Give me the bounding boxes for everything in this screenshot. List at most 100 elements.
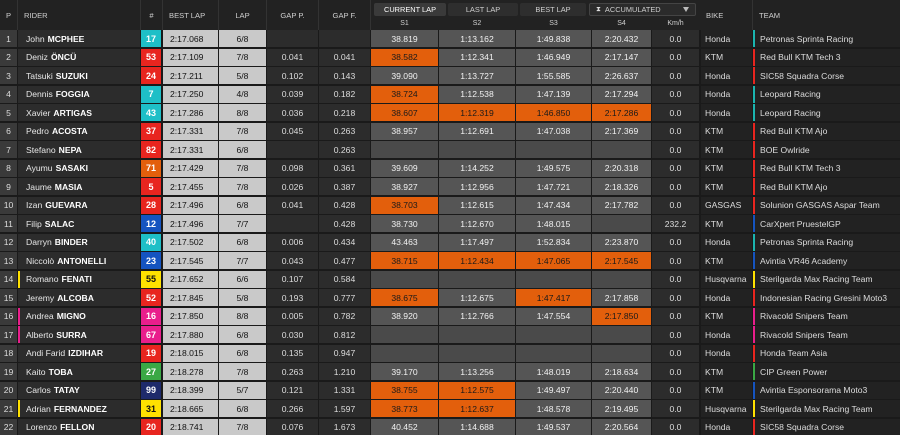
table-row[interactable]: 6 Pedro ACOSTA 37 2:17.331 7/8 0.045 0.26… <box>0 122 900 141</box>
gap-prev-cell: 0.098 <box>267 159 318 177</box>
table-row[interactable]: 15 Jeremy ALCOBA 52 2:17.845 5/8 0.193 0.… <box>0 289 900 307</box>
mode-select[interactable]: ⧗ ACCUMULATED <box>589 3 696 16</box>
tab-best-lap[interactable]: BEST LAP <box>520 3 586 16</box>
rider-name: Alberto SURRA <box>18 326 140 343</box>
position-cell: 11 <box>0 215 17 232</box>
table-row[interactable]: 3 Tatsuki SUZUKI 24 2:17.211 5/8 0.102 0.… <box>0 67 900 85</box>
position-cell: 15 <box>0 289 17 306</box>
team-cell: Petronas Sprinta Racing <box>753 30 900 47</box>
bike-cell: Honda <box>701 326 752 343</box>
table-row[interactable]: 8 Ayumu SASAKI 71 2:17.429 7/8 0.098 0.36… <box>0 159 900 178</box>
speed-cell: 0.0 <box>652 178 699 195</box>
rider-number-badge: 37 <box>141 122 161 140</box>
table-row[interactable]: 19 Kaito TOBA 27 2:18.278 7/8 0.263 1.210… <box>0 363 900 381</box>
speed-cell: 0.0 <box>652 400 699 417</box>
rider-last-name: ARTIGAS <box>53 107 93 118</box>
table-row[interactable]: 12 Darryn BINDER 40 2:17.502 6/8 0.006 0.… <box>0 233 900 252</box>
sector-1-cell <box>371 344 438 362</box>
rider-first-name: Dennis <box>26 89 53 99</box>
table-row[interactable]: 4 Dennis FOGGIA 7 2:17.250 4/8 0.039 0.18… <box>0 85 900 104</box>
rider-name: Filip SALAC <box>18 215 140 232</box>
gap-prev-cell: 0.036 <box>267 104 318 121</box>
header-number[interactable]: # <box>141 0 163 30</box>
gap-first-cell: 1.597 <box>319 400 370 417</box>
table-row[interactable]: 7 Stefano NEPA 82 2:17.331 6/8 0.263 0.0 … <box>0 141 900 159</box>
header-position[interactable]: P <box>0 0 18 30</box>
team-cell: Red Bull KTM Ajo <box>753 122 900 140</box>
header-gap-first[interactable]: GAP F. <box>319 0 371 30</box>
sector-2-cell: 1:12.691 <box>439 122 515 140</box>
sector-4-cell: 2:17.369 <box>592 122 651 140</box>
tab-current-lap[interactable]: CURRENT LAP <box>374 3 446 16</box>
rider-name: Xavier ARTIGAS <box>18 104 140 121</box>
sector-3-cell: 1:55.585 <box>516 67 591 84</box>
header-gap-prev[interactable]: GAP P. <box>267 0 319 30</box>
tab-last-lap[interactable]: LAST LAP <box>448 3 518 16</box>
sector-1-cell: 38.957 <box>371 122 438 140</box>
sector-2-cell: 1:17.497 <box>439 233 515 251</box>
team-cell: Leopard Racing <box>753 85 900 103</box>
table-row[interactable]: 2 Deniz ÖNCÜ 53 2:17.109 7/8 0.041 0.041 … <box>0 48 900 67</box>
table-row[interactable]: 21 Adrian FERNANDEZ 31 2:18.665 6/8 0.266… <box>0 400 900 418</box>
header-bike[interactable]: BIKE <box>700 0 753 30</box>
table-row[interactable]: 18 Andi Farid IZDIHAR 19 2:18.015 6/8 0.1… <box>0 344 900 363</box>
table-row[interactable]: 1 John MCPHEE 17 2:17.068 6/8 38.819 1:13… <box>0 30 900 48</box>
rider-first-name: Stefano <box>26 144 56 155</box>
rider-last-name: TATAY <box>53 385 80 395</box>
rider-number-badge: 28 <box>141 196 161 214</box>
lap-cell: 7/8 <box>219 48 266 66</box>
best-lap-cell: 2:17.880 <box>163 326 218 343</box>
rider-name: Tatsuki SUZUKI <box>18 67 140 84</box>
bike-cell: KTM <box>701 307 752 325</box>
lap-cell: 6/8 <box>219 326 266 343</box>
speed-cell: 0.0 <box>652 141 699 158</box>
lap-cell: 5/7 <box>219 381 266 399</box>
position-cell: 22 <box>0 418 17 435</box>
rider-name: Lorenzo FELLON <box>18 418 140 435</box>
best-lap-cell: 2:17.286 <box>163 104 218 121</box>
rider-name: Izan GUEVARA <box>18 196 140 214</box>
best-lap-cell: 2:17.109 <box>163 48 218 66</box>
sector-1-cell: 38.607 <box>371 104 438 121</box>
sector-4-cell: 2:17.147 <box>592 48 651 66</box>
gap-first-cell: 0.782 <box>319 307 370 325</box>
gap-prev-cell: 0.266 <box>267 400 318 417</box>
header-best-lap[interactable]: BEST LAP <box>163 0 219 30</box>
table-row[interactable]: 11 Filip SALAC 12 2:17.496 7/7 0.428 38.7… <box>0 215 900 233</box>
rider-name: Dennis FOGGIA <box>18 85 140 103</box>
table-row[interactable]: 5 Xavier ARTIGAS 43 2:17.286 8/8 0.036 0.… <box>0 104 900 122</box>
team-cell: Solunion GASGAS Aspar Team <box>753 196 900 214</box>
sector-2-cell <box>439 141 515 158</box>
gap-first-cell: 1.331 <box>319 381 370 399</box>
table-row[interactable]: 22 Lorenzo FELLON 20 2:18.741 7/8 0.076 1… <box>0 418 900 435</box>
sector-3-cell: 1:49.497 <box>516 381 591 399</box>
table-row[interactable]: 9 Jaume MASIA 5 2:17.455 7/8 0.026 0.387 … <box>0 178 900 196</box>
rider-last-name: TOBA <box>48 366 73 377</box>
table-row[interactable]: 10 Izan GUEVARA 28 2:17.496 6/8 0.041 0.4… <box>0 196 900 215</box>
table-row[interactable]: 14 Romano FENATI 55 2:17.652 6/6 0.107 0.… <box>0 270 900 289</box>
header-lap[interactable]: LAP <box>219 0 267 30</box>
rider-name: Niccolò ANTONELLI <box>18 252 140 269</box>
sector-2-cell: 1:14.252 <box>439 159 515 177</box>
rider-number-badge: 20 <box>141 418 161 435</box>
lap-cell: 7/8 <box>219 159 266 177</box>
lap-cell: 4/8 <box>219 85 266 103</box>
sector-4-cell: 2:20.564 <box>592 418 651 435</box>
best-lap-cell: 2:17.496 <box>163 215 218 232</box>
table-row[interactable]: 17 Alberto SURRA 67 2:17.880 6/8 0.030 0.… <box>0 326 900 344</box>
gap-prev-cell: 0.121 <box>267 381 318 399</box>
table-row[interactable]: 20 Carlos TATAY 99 2:18.399 5/7 0.121 1.3… <box>0 381 900 400</box>
rider-last-name: FOGGIA <box>55 89 90 99</box>
rider-number-badge: 27 <box>141 363 161 380</box>
sector-3-cell <box>516 270 591 288</box>
team-cell: CIP Green Power <box>753 363 900 380</box>
table-row[interactable]: 16 Andrea MIGNO 16 2:17.850 8/8 0.005 0.7… <box>0 307 900 326</box>
gap-first-cell: 1.673 <box>319 418 370 435</box>
header-team[interactable]: TEAM <box>759 10 781 20</box>
header-rider[interactable]: RIDER <box>18 0 141 30</box>
sector-2-cell: 1:12.670 <box>439 215 515 232</box>
rider-first-name: Kaito <box>26 366 46 377</box>
table-row[interactable]: 13 Niccolò ANTONELLI 23 2:17.545 7/7 0.04… <box>0 252 900 270</box>
gap-prev-cell: 0.107 <box>267 270 318 288</box>
gap-first-cell <box>319 30 370 47</box>
